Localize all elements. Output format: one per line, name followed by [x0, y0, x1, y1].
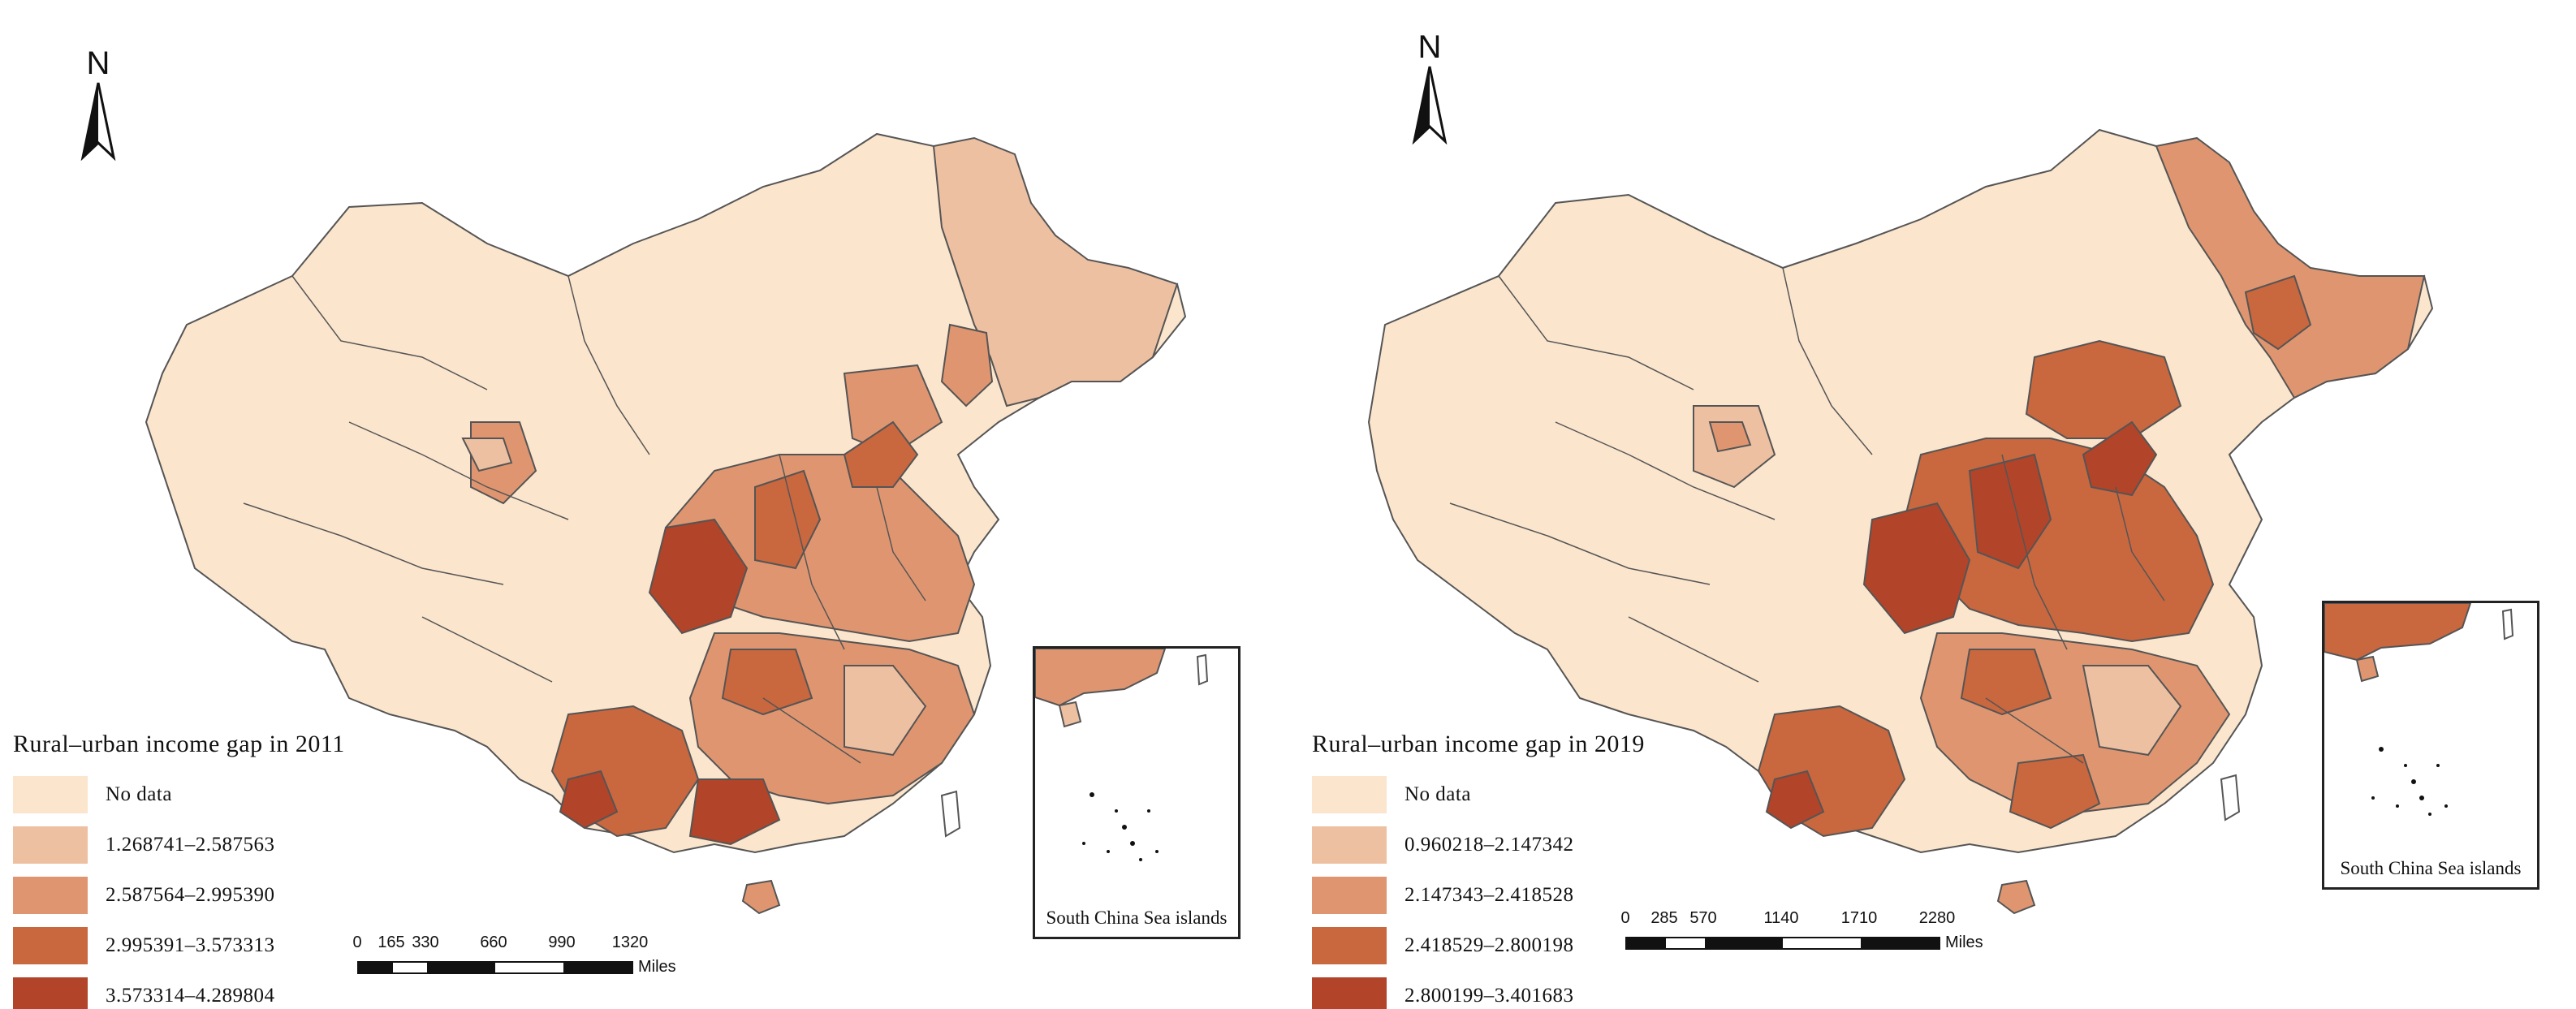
scale-bar-2019: 0 285 570 1140 1710 2280 Miles [1620, 909, 2015, 952]
legend-item: 3.573314–4.289804 [13, 974, 345, 1009]
legend-label: No data [106, 783, 172, 805]
china-map-2019 [1367, 128, 2434, 915]
scale-bar-2011: 0 165 330 660 990 1320 Miles [352, 934, 698, 977]
region-yunnan-dark [559, 770, 619, 830]
region-east-coast [2082, 665, 2182, 757]
taiwan-island [2220, 774, 2241, 821]
inset-south-china-sea: South China Sea islands [2322, 601, 2539, 890]
region-xinjiang-patch [1708, 421, 1752, 453]
legend-item: 2.800199–3.401683 [1312, 974, 1645, 1009]
scale-tick: 0 [1620, 909, 1630, 927]
map-panel-2019: N Rural–urban income gap in 2019 No data… [1288, 0, 2576, 1009]
legend-item: 2.587564–2.995390 [13, 873, 345, 917]
region-heilongjiang-core [2244, 274, 2312, 351]
china-map-2011 [145, 132, 1187, 915]
region-east-coast [844, 665, 927, 757]
scale-unit: Miles [638, 958, 676, 976]
north-arrow-icon [1412, 66, 1448, 145]
legend-item: 0.960218–2.147342 [1312, 823, 1645, 867]
legend-label: No data [1405, 783, 1471, 805]
scale-tick: 0 [352, 934, 362, 951]
region-shaanxi [1862, 502, 1971, 635]
scale-strip [357, 960, 633, 974]
scale-tick: 330 [412, 934, 439, 951]
legend-swatch [13, 826, 88, 864]
legend-item: 1.268741–2.587563 [13, 823, 345, 867]
legend-swatch [1312, 977, 1387, 1009]
legend-label: 3.573314–4.289804 [106, 985, 275, 1007]
inset-label: South China Sea islands [1046, 908, 1228, 928]
legend-label: 1.268741–2.587563 [106, 834, 275, 856]
scale-tick: 165 [378, 934, 405, 951]
region-hebei [843, 420, 919, 488]
internal-boundaries [243, 275, 926, 764]
north-label: N [86, 45, 110, 81]
scale-tick: 660 [480, 934, 507, 951]
inset-map [2324, 603, 2514, 816]
internal-boundaries [1449, 267, 2165, 764]
scale-ticks: 0 165 330 660 990 1320 [352, 934, 698, 958]
region-yunnan-dark [1765, 770, 1825, 830]
legend-title: Rural–urban income gap in 2019 [1312, 731, 1645, 757]
legend-label: 2.147343–2.418528 [1405, 884, 1574, 906]
legend-swatch [13, 877, 88, 914]
scale-tick: 1320 [611, 934, 649, 951]
region-hebei [2082, 420, 2158, 497]
north-label: N [1417, 29, 1442, 65]
legend-swatch [13, 776, 88, 813]
legend-swatch [13, 977, 88, 1009]
legend-2019: Rural–urban income gap in 2019 No data 0… [1312, 731, 1645, 1009]
north-arrow-icon [80, 82, 116, 162]
region-nei-mongol-east [940, 323, 994, 407]
scale-tick: 570 [1689, 909, 1717, 927]
legend-label: 2.800199–3.401683 [1405, 985, 1574, 1007]
north-arrow: N [1409, 31, 1450, 149]
region-northeast [932, 136, 1179, 407]
scale-strip [1625, 936, 1940, 950]
inset-label: South China Sea islands [2340, 858, 2522, 878]
legend-swatch [1312, 826, 1387, 864]
legend-swatch [1312, 927, 1387, 964]
scale-tick: 285 [1650, 909, 1678, 927]
region-guangxi [688, 778, 781, 846]
legend-label: 0.960218–2.147342 [1405, 834, 1574, 856]
legend-swatch [13, 927, 88, 964]
north-arrow: N [78, 47, 119, 165]
scale-tick: 990 [548, 934, 576, 951]
region-shaanxi [648, 518, 749, 635]
region-xinjiang-patch [461, 438, 513, 472]
scale-tick: 2280 [1918, 909, 1956, 927]
legend-item: 2.418529–2.800198 [1312, 924, 1645, 968]
inset-map [1035, 649, 1209, 861]
region-shanxi [754, 469, 822, 570]
scale-tick: 1140 [1763, 909, 1799, 927]
inset-south-china-sea: South China Sea islands [1033, 646, 1241, 939]
legend-swatch [1312, 776, 1387, 813]
legend-2011: Rural–urban income gap in 2011 No data 1… [13, 731, 345, 1009]
legend-label: 2.587564–2.995390 [106, 884, 275, 906]
scale-unit: Miles [1945, 934, 1983, 951]
hainan-island [1996, 879, 2036, 915]
legend-item: 2.995391–3.573313 [13, 924, 345, 968]
region-shanxi [1968, 453, 2052, 570]
scale-tick: 1710 [1840, 909, 1878, 927]
legend-label: 2.995391–3.573313 [106, 934, 275, 956]
hainan-island [741, 879, 781, 915]
legend-swatch [1312, 877, 1387, 914]
legend-item: 2.147343–2.418528 [1312, 873, 1645, 917]
legend-item: No data [1312, 773, 1645, 817]
taiwan-island [940, 790, 961, 838]
scale-ticks: 0 285 570 1140 1710 2280 [1620, 909, 2015, 934]
region-hubei [1960, 649, 2052, 716]
legend-item: No data [13, 773, 345, 817]
legend-title: Rural–urban income gap in 2011 [13, 731, 345, 757]
region-inner-mongolia [2025, 339, 2182, 439]
region-hubei [721, 649, 813, 716]
map-panel-2011: N Rural–urban income gap in 2011 No data… [13, 47, 1241, 1009]
legend-label: 2.418529–2.800198 [1405, 934, 1574, 956]
region-northeast [2155, 136, 2426, 399]
region-inner-mongolia [843, 364, 943, 456]
